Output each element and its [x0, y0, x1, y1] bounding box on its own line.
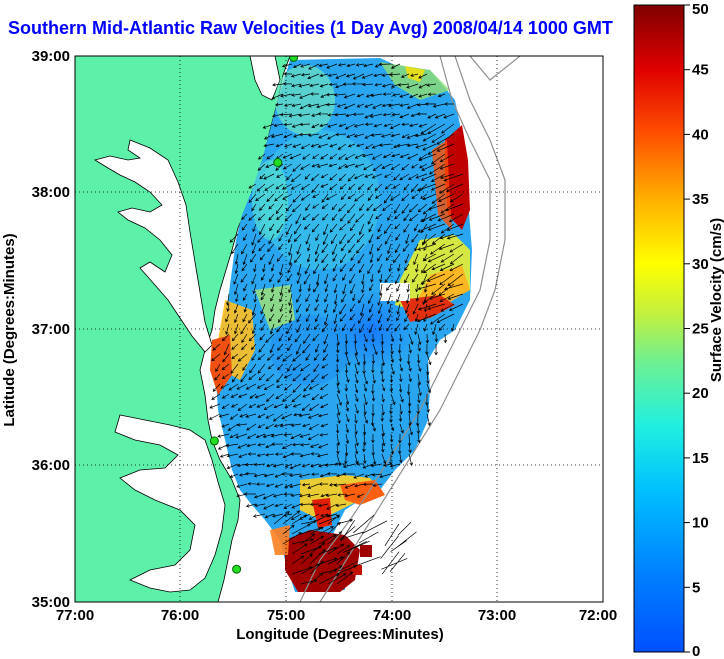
x-tick-label: 75:00 — [267, 607, 305, 624]
x-axis-label: Longitude (Degrees:Minutes) — [236, 626, 444, 643]
y-tick-label: 37:00 — [32, 321, 70, 338]
radar-station-marker — [209, 436, 219, 446]
colorbar-tick-label: 40 — [692, 126, 709, 143]
vector-arrows — [208, 62, 464, 585]
colorbar-tick-label: 15 — [692, 450, 709, 467]
y-tick-label: 35:00 — [32, 594, 70, 611]
bathymetry-contours — [299, 56, 521, 602]
x-tick-label: 74:00 — [373, 607, 411, 624]
radar-station-marker — [232, 564, 242, 574]
colorbar-tick-label: 25 — [692, 321, 709, 338]
grid-lines — [75, 56, 603, 602]
radar-station-marker — [273, 158, 283, 167]
y-tick-label: 39:00 — [32, 48, 70, 65]
colorbar-tick-label: 0 — [692, 643, 700, 659]
y-axis-label: Latitude (Degrees:Minutes) — [1, 233, 18, 426]
colorbar-tick-label: 5 — [692, 579, 700, 596]
colorbar-tick-label: 30 — [692, 256, 709, 273]
y-axis-ticks: 39:00 38:00 37:00 36:00 35:00 — [32, 48, 70, 611]
map-title: Southern Mid-Atlantic Raw Velocities (1 … — [8, 18, 613, 38]
y-tick-label: 36:00 — [32, 457, 70, 474]
chesapeake-bay — [93, 139, 213, 353]
colorbar-label: Surface Velocity (cm/s) — [708, 218, 724, 382]
x-tick-label: 72:00 — [579, 607, 617, 624]
y-tick-label: 38:00 — [32, 184, 70, 201]
colorbar-scale — [633, 4, 685, 653]
radar-station-marker — [289, 56, 299, 62]
velocity-vectors — [208, 62, 464, 585]
x-axis-ticks: 77:00 76:00 75:00 74:00 73:00 72:00 — [56, 607, 617, 624]
delaware-bay — [249, 56, 281, 101]
colorbar-tick-label: 45 — [692, 62, 709, 79]
plot-frame — [74, 55, 604, 603]
colorbar-tick-label: 35 — [692, 191, 709, 208]
x-tick-label: 77:00 — [56, 607, 94, 624]
colorbar-tick-label: 10 — [692, 515, 709, 532]
x-tick-label: 73:00 — [478, 607, 516, 624]
pamlico-sound — [114, 414, 226, 593]
radar-stations — [209, 56, 299, 574]
colorbar-tick-label: 50 — [692, 1, 709, 18]
colorbar-tick-label: 20 — [692, 385, 709, 402]
x-tick-label: 76:00 — [161, 607, 199, 624]
